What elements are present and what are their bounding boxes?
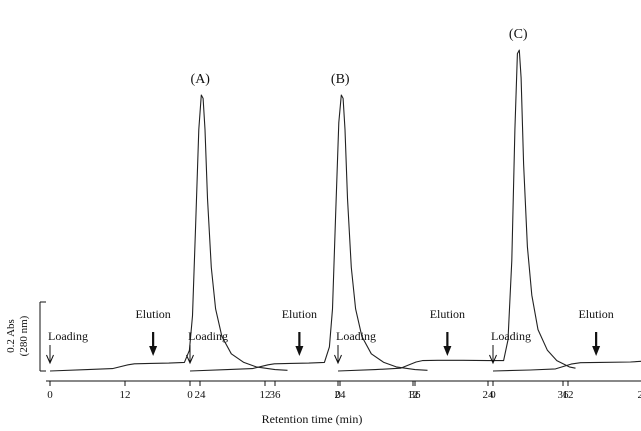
elution-label: Elution: [430, 307, 465, 321]
absorbance-scale-bar: 0.2 Abs (280 nm): [5, 301, 46, 372]
elution-label: Elution: [135, 307, 170, 321]
x-tick-label: 12: [260, 389, 271, 401]
x-tick-label: 36: [410, 389, 422, 401]
elution-label: Elution: [282, 307, 317, 321]
chromatogram-trace: [337, 49, 576, 372]
x-tick-label: 24: [638, 389, 641, 401]
loading-label: Loading: [48, 329, 88, 343]
x-tick-label: 0: [490, 389, 496, 401]
scale-bar-label-line2: (280 nm): [18, 315, 30, 356]
panel-a: 0 12 24 36 (A) Loading Elution: [46, 72, 288, 401]
loading-label: Loading: [491, 329, 531, 343]
panel-label: (A): [191, 72, 211, 87]
x-tick-label: 0: [187, 389, 193, 401]
scale-bar-label-line1: 0.2 Abs: [5, 319, 17, 353]
elution-arrow-head: [149, 346, 158, 356]
x-tick-label: 24: [483, 389, 495, 401]
x-tick-label: 36: [558, 389, 570, 401]
x-tick-label: 0: [335, 389, 341, 401]
chromatogram-trace: [49, 94, 288, 372]
panels: 0 12 24 36 (A) Loading Elution 0 12 24 36 (B) Loadin…: [46, 27, 641, 401]
x-tick-label: 24: [195, 389, 207, 401]
x-tick-label: 12: [408, 389, 419, 401]
loading-arrow-head: [489, 354, 497, 365]
panel-b: 0 12 24 36 (B) Loading Elution: [186, 72, 428, 401]
x-axis-label: Retention time (min): [262, 412, 363, 426]
elution-arrow-head: [295, 346, 304, 356]
chromatogram-trace: [189, 94, 428, 372]
chromatogram-trace: [492, 360, 641, 372]
panel-label: (B): [331, 72, 350, 87]
panel-label: (C): [509, 27, 528, 42]
x-tick-label: 0: [47, 389, 53, 401]
elution-label: Elution: [578, 307, 613, 321]
loading-arrow-head: [186, 354, 194, 365]
x-tick-label: 12: [120, 389, 131, 401]
loading-arrow-head: [46, 354, 54, 365]
loading-arrow-head: [334, 354, 342, 365]
x-tick-label: 24: [335, 389, 347, 401]
x-tick-label: 36: [270, 389, 282, 401]
elution-arrow-head: [592, 346, 601, 356]
loading-label: Loading: [188, 329, 228, 343]
loading-label: Loading: [336, 329, 376, 343]
elution-arrow-head: [443, 346, 452, 356]
panel-c: 0 12 24 36 (C) Loading Elution: [334, 27, 576, 401]
x-tick-label: 12: [563, 389, 574, 401]
